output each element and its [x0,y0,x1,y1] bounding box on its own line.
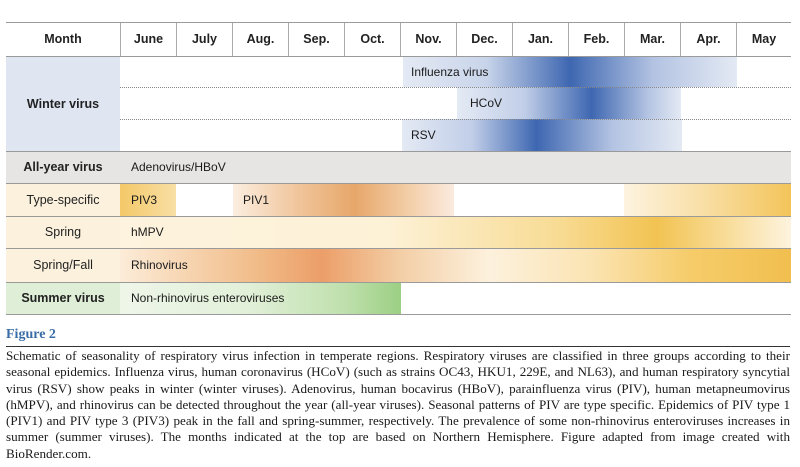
month-aug: Aug. [232,22,288,56]
spring-fall-label: Spring/Fall [6,248,120,282]
hcov-band [457,87,681,119]
piv1-label: PIV1 [243,192,270,207]
month-apr: Apr. [680,22,736,56]
month-oct: Oct. [344,22,400,56]
month-may: May [736,22,791,56]
rhinovirus-label: Rhinovirus [131,258,188,272]
piv3-band-end [624,183,791,216]
rsv-band [402,119,682,151]
adenovirus-hbov-label: Adenovirus/HBoV [131,160,226,174]
table-top-border [6,22,791,23]
spring-row: Spring hMPV [6,216,791,248]
influenza-label: Influenza virus [411,64,489,79]
spring-label: Spring [6,216,120,248]
month-jan: Jan. [512,22,568,56]
month-mar: Mar. [624,22,680,56]
hmpv-label: hMPV [131,225,164,239]
hmpv-band [120,216,791,248]
influenza-band [403,56,737,87]
month-header-row: Month June July Aug. Sep. Oct. Nov. Dec.… [6,22,791,56]
divider-winter-allyear [6,151,791,152]
divider-hcov-rsv [120,119,791,120]
all-year-row: All-year virus Adenovirus/HBoV [6,151,791,183]
divider-influenza-hcov [120,87,791,88]
rsv-row: RSV [6,119,791,151]
table-bottom-border [6,314,791,315]
hcov-label: HCoV [470,96,503,110]
month-dec: Dec. [456,22,512,56]
summer-virus-label: Summer virus [6,282,120,314]
enterovirus-label: Non-rhinovirus enteroviruses [131,291,285,305]
hcov-row: HCoV [6,87,791,119]
divider-type-spring [6,216,791,217]
figure-title: Figure 2 [6,327,56,342]
header-bottom-border [6,56,791,57]
month-june: June [120,22,176,56]
month-header-label: Month [44,32,82,46]
summer-row: Summer virus Non-rhinovirus enteroviruse… [6,282,791,314]
influenza-row: Influenza virus [6,56,791,87]
spring-fall-row: Spring/Fall Rhinovirus [6,248,791,282]
rhinovirus-band [120,248,791,282]
piv3-label: PIV3 [131,192,158,207]
month-feb: Feb. [568,22,624,56]
enterovirus-band [120,282,401,314]
divider-spring-springfall [6,248,791,249]
rsv-label: RSV [411,128,436,142]
figure-caption: Schematic of seasonality of respiratory … [6,348,790,461]
piv3-band-start [120,183,176,216]
month-nov: Nov. [400,22,456,56]
divider-allyear-type [6,183,791,184]
month-july: July [176,22,232,56]
seasonality-figure: Month June July Aug. Sep. Oct. Nov. Dec.… [6,0,791,315]
piv1-band [233,183,454,216]
divider-springfall-summer [6,282,791,283]
winter-virus-label: Winter virus [6,56,120,151]
month-sep: Sep. [288,22,344,56]
type-specific-label: Type-specific [6,183,120,216]
type-specific-row: Type-specific PIV3 PIV1 [6,183,791,216]
winter-group: Winter virus [6,56,791,151]
all-year-virus-label: All-year virus [23,160,103,174]
caption-rule [6,346,790,347]
